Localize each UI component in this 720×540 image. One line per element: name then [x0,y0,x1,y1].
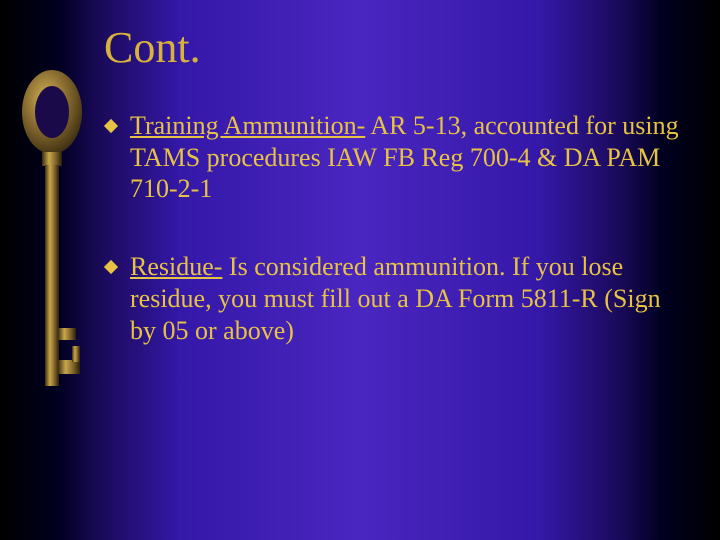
bullet-item: Residue- Is considered ammunition. If yo… [130,251,692,346]
key-icon [18,60,86,430]
slide-title: Cont. [104,22,201,73]
bullet-diamond-icon [104,119,118,133]
bullet-text: Residue- Is considered ammunition. If yo… [130,251,692,346]
slide: Cont. Training Ammunition- AR 5-13, acco… [0,0,720,540]
bullet-text: Training Ammunition- AR 5-13, accounted … [130,110,692,205]
bullet-diamond-icon [104,260,118,274]
slide-body: Training Ammunition- AR 5-13, accounted … [130,110,692,392]
bullet-item: Training Ammunition- AR 5-13, accounted … [130,110,692,205]
bullet-lead: Training Ammunition- [130,111,365,140]
bullet-lead: Residue- [130,252,222,281]
